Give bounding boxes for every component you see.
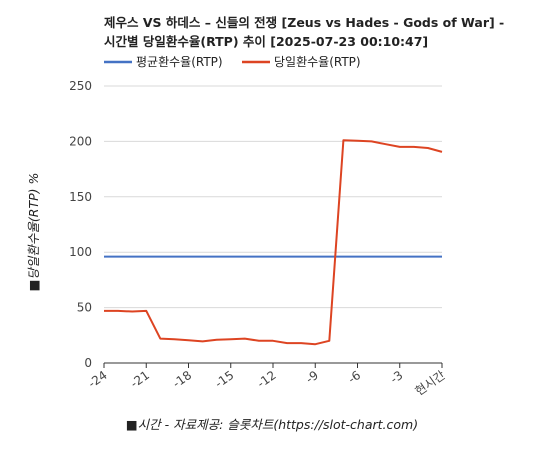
y-tick-label: 150	[69, 190, 92, 204]
x-axis-title: ■시간 - 자료제공: 슬롯차트(https://slot-chart.com)	[126, 417, 418, 432]
y-tick-label: 200	[69, 134, 92, 148]
y-tick-label: 250	[69, 79, 92, 93]
series-lines	[104, 139, 443, 346]
x-axis-ticks: -24 -21 -18 -15 -12 -9 -6 -3 현시간	[86, 363, 448, 398]
x-tick-label: -12	[255, 368, 279, 391]
x-tick-label: 현시간	[413, 368, 448, 398]
y-axis-title: ■당일환수율(RTP) %	[26, 173, 41, 292]
chart-title-line2: 시간별 당일환수율(RTP) 추이 [2025-07-23 00:10:47]	[104, 34, 428, 49]
legend-label-daily: 당일환수율(RTP)	[274, 55, 361, 69]
legend: 평균환수율(RTP) 당일환수율(RTP)	[104, 55, 361, 69]
x-tick-label: -9	[303, 368, 321, 386]
series-line-daily-rtp	[104, 139, 443, 346]
x-tick-label: -18	[170, 368, 194, 391]
x-tick-label: -24	[86, 368, 110, 391]
grid	[104, 85, 442, 364]
y-axis-ticks: 0 50 100 150 200 250	[69, 79, 92, 370]
y-tick-label: 50	[77, 301, 92, 315]
x-tick-label: -3	[388, 368, 406, 386]
legend-label-avg: 평균환수율(RTP)	[136, 55, 223, 69]
chart-title-line1: 제우스 VS 하데스 – 신들의 전쟁 [Zeus vs Hades - God…	[104, 15, 504, 30]
x-tick-label: -6	[345, 368, 363, 386]
y-tick-label: 100	[69, 245, 92, 259]
y-tick-label: 0	[84, 356, 92, 370]
x-tick-label: -21	[128, 368, 152, 391]
x-tick-label: -15	[212, 368, 236, 391]
